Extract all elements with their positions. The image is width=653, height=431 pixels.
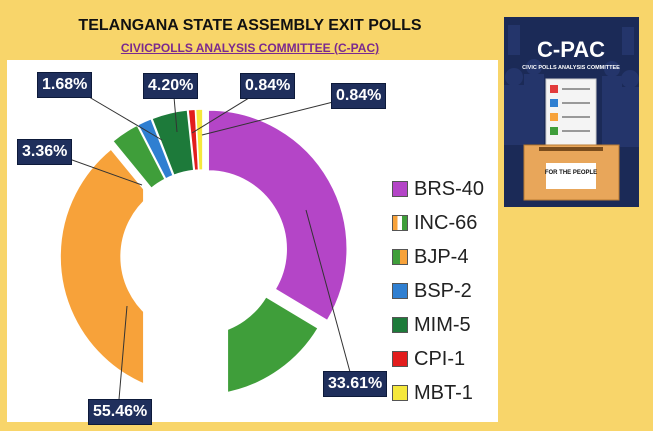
legend-label: MBT-1 — [414, 381, 473, 404]
data-label-mbt-1: 0.84% — [331, 83, 387, 109]
legend-label: BJP-4 — [414, 245, 469, 268]
ballot-box — [523, 144, 620, 201]
data-label-bjp-4: 3.36% — [17, 139, 73, 165]
chart-title: TELANGANA STATE ASSEMBLY EXIT POLLS — [78, 17, 422, 34]
data-label-cpi-1: 0.84% — [240, 73, 296, 99]
data-label-mim-5: 4.20% — [143, 73, 199, 99]
leader-line-brs-40 — [305, 209, 354, 384]
data-label-inc-66: 55.46% — [88, 399, 153, 425]
legend-label: BSP-2 — [414, 279, 472, 302]
legend-item-mim-5: MIM-5 — [392, 308, 484, 342]
legend-label: INC-66 — [414, 211, 478, 234]
donut-chart — [46, 83, 362, 412]
poster-illustration: C-PAC CIVIC POLLS ANALYSIS COMMITTEE FOR… — [504, 17, 639, 207]
legend-swatch-cpi-1 — [392, 351, 408, 367]
legend-item-brs-40: BRS-40 — [392, 172, 484, 206]
legend-item-bsp-2: BSP-2 — [392, 274, 484, 308]
legend-swatch-bjp-4 — [392, 249, 408, 265]
data-label-brs-40: 33.61% — [323, 371, 388, 397]
poster-tagline: CIVIC POLLS ANALYSIS COMMITTEE — [522, 65, 620, 71]
legend-label: MIM-5 — [414, 313, 471, 336]
legend-item-bjp-4: BJP-4 — [392, 240, 484, 274]
slice-brs-40 — [207, 109, 348, 322]
legend-label: CPI-1 — [414, 347, 466, 370]
legend-swatch-mim-5 — [392, 317, 408, 333]
legend-item-cpi-1: CPI-1 — [392, 342, 484, 376]
legend-swatch-brs-40 — [392, 181, 408, 197]
poster-box-text: FOR THE PEOPLE — [545, 170, 597, 176]
data-label-bsp-2: 1.68% — [37, 72, 93, 98]
chart-panel: 33.61% 55.46% 3.36% 1.68% 4.20% 0.84% 0.84% BR… — [7, 60, 498, 425]
c-pac-poster: C-PAC CIVIC POLLS ANALYSIS COMMITTEE FOR… — [504, 17, 639, 207]
chart-legend: BRS-40 INC-66 BJP-4 BSP-2 MIM-5 CPI-1 MBT-1 — [392, 172, 484, 410]
chart-subtitle: CIVICPOLLS ANALYSIS COMMITTEE (C-PAC) — [120, 41, 380, 55]
slice-mbt-1 — [194, 108, 204, 171]
poster-brand: C-PAC — [537, 37, 605, 62]
legend-label: BRS-40 — [414, 177, 485, 200]
legend-swatch-inc-66 — [392, 215, 408, 231]
legend-swatch-bsp-2 — [392, 283, 408, 299]
leader-line-inc-66 — [117, 305, 128, 412]
legend-item-mbt-1: MBT-1 — [392, 376, 484, 410]
legend-swatch-mbt-1 — [392, 385, 408, 401]
legend-item-inc-66: INC-66 — [392, 206, 484, 240]
